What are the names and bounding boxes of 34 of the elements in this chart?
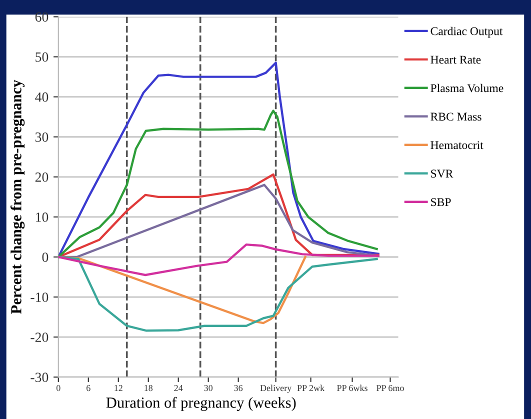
y-axis-title: Percent change from pre-pregnancy	[10, 80, 25, 314]
x-tick-label: PP 6wks	[337, 384, 368, 392]
legend-label: Plasma Volume	[430, 84, 504, 92]
y-tick-label: 60	[35, 12, 48, 22]
x-tick-label: PP 2wk	[297, 384, 325, 392]
line-series	[58, 110, 378, 258]
x-tick-label: 12	[114, 385, 122, 392]
y-tick-label: 0	[42, 252, 48, 262]
x-axis-title: Duration of pregnancy (weeks)	[106, 396, 296, 411]
y-tick-label: -20	[30, 332, 48, 342]
legend-label: SVR	[431, 170, 454, 178]
legend-label: RBC Mass	[430, 112, 482, 121]
legend-label: Hematocrit	[430, 141, 484, 150]
legend-label: Heart Rate	[430, 56, 481, 64]
line-series	[58, 243, 380, 276]
x-tick-label: PP 6mo	[376, 385, 404, 392]
line-series	[58, 256, 378, 332]
y-tick-label: 40	[35, 92, 48, 102]
y-tick-label: -30	[30, 372, 48, 382]
x-tick-label: 36	[234, 385, 243, 392]
x-tick-label: 0	[56, 385, 60, 392]
y-tick-label: -10	[30, 292, 48, 302]
line-series	[58, 62, 380, 258]
y-tick-label: 10	[36, 212, 48, 222]
y-tick-label: 20	[35, 172, 48, 182]
y-tick-label: 50	[36, 52, 48, 62]
y-tick-label: 30	[35, 132, 48, 142]
legend-label: Cardiac Output	[430, 26, 503, 38]
legend-label: SBP	[431, 198, 451, 206]
x-tick-label: 24	[174, 385, 183, 392]
x-tick-label: 6	[86, 385, 90, 392]
x-tick-label: 18	[144, 385, 153, 392]
x-tick-label: Delivery	[260, 384, 292, 393]
x-tick-label: 30	[204, 385, 213, 392]
